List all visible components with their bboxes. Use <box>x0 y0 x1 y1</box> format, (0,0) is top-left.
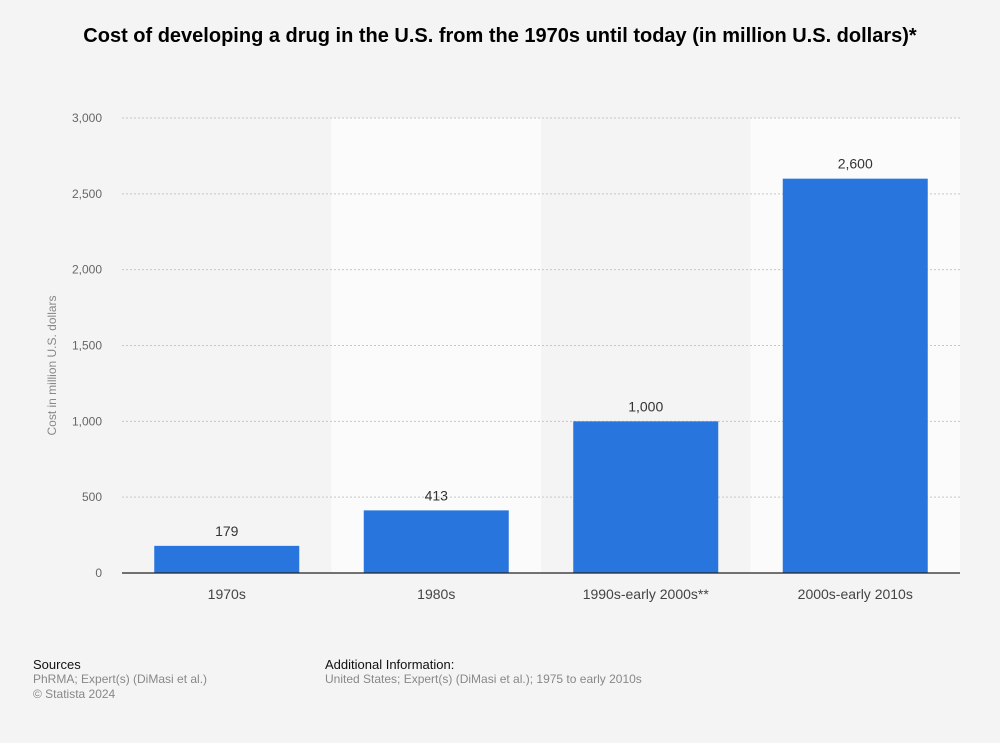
additional-info-heading: Additional Information: <box>325 657 455 672</box>
sources-text: PhRMA; Expert(s) (DiMasi et al.) <box>33 672 208 686</box>
additional-info-block: Additional Information: United States; E… <box>325 657 642 687</box>
bar[interactable] <box>782 178 928 573</box>
bar-value-label: 179 <box>215 523 239 539</box>
y-tick-label: 2,000 <box>72 263 102 277</box>
y-axis-label: Cost in million U.S. dollars <box>45 295 59 435</box>
bar-value-label: 2,600 <box>838 156 873 172</box>
additional-info-text: United States; Expert(s) (DiMasi et al.)… <box>325 672 642 686</box>
bar[interactable] <box>363 510 509 573</box>
y-tick-label: 2,500 <box>72 187 102 201</box>
copyright-text: © Statista 2024 <box>33 687 116 701</box>
bar-chart: 0 500 1,000 1,500 2,000 2,500 3,000 179 413 1,00… <box>45 111 960 602</box>
y-tick-label: 0 <box>95 566 102 580</box>
x-tick-label: 1970s <box>208 586 246 602</box>
y-tick-label: 1,500 <box>72 339 102 353</box>
x-tick-label: 2000s-early 2010s <box>798 586 913 602</box>
bar-value-label: 413 <box>425 487 449 503</box>
y-tick-label: 3,000 <box>72 111 102 125</box>
x-tick-label: 1980s <box>417 586 455 602</box>
y-tick-label: 500 <box>82 490 102 504</box>
bar[interactable] <box>154 545 300 573</box>
bar-value-label: 1,000 <box>628 398 663 414</box>
x-tick-label: 1990s-early 2000s** <box>583 586 710 602</box>
sources-heading: Sources <box>33 657 81 672</box>
y-tick-label: 1,000 <box>72 414 102 428</box>
chart-title: Cost of developing a drug in the U.S. fr… <box>83 25 917 47</box>
bar[interactable] <box>573 421 719 573</box>
sources-block: Sources PhRMA; Expert(s) (DiMasi et al.)… <box>33 657 207 702</box>
